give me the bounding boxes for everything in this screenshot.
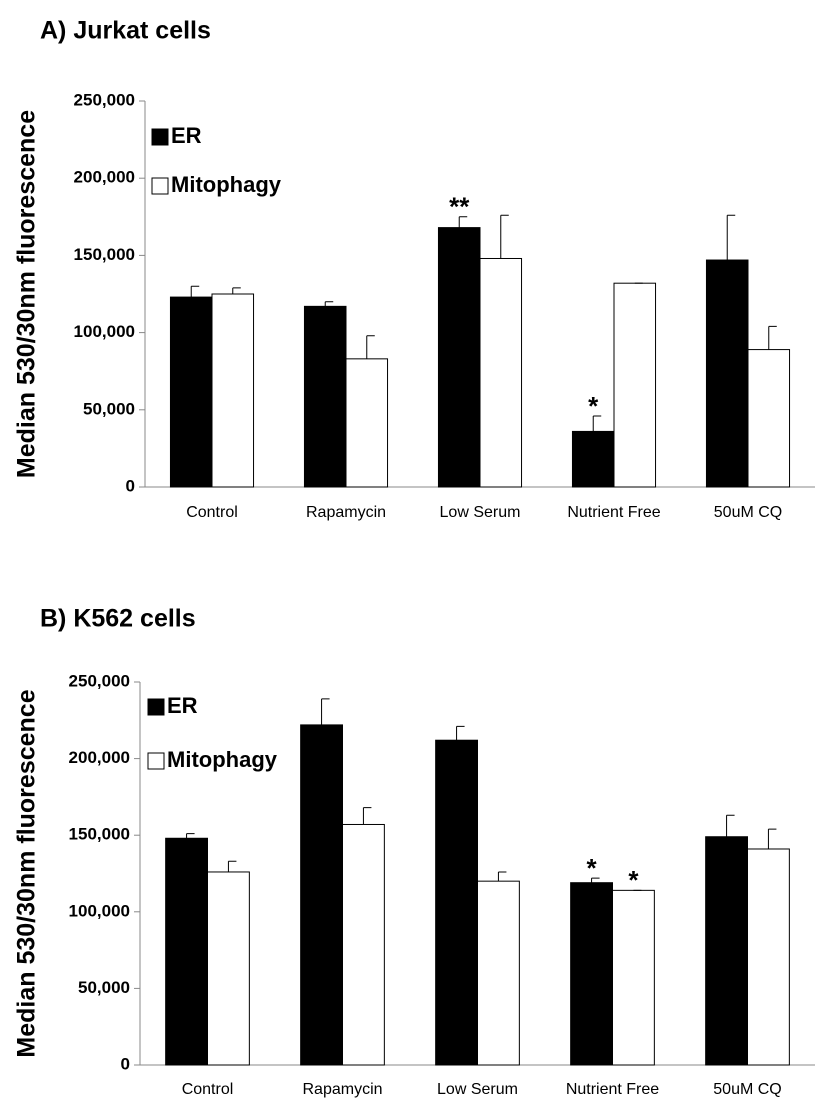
error-bar	[768, 325, 777, 350]
legend-label: ER	[171, 123, 202, 148]
y-tick-label: 250,000	[74, 90, 135, 109]
chart-title: A) Jurkat cells	[40, 17, 211, 45]
y-tick-label: 50,000	[78, 978, 130, 997]
legend-swatch	[151, 128, 169, 146]
error-bar	[767, 828, 777, 849]
bar	[207, 871, 250, 1066]
bar	[435, 739, 478, 1066]
significance: *	[587, 853, 598, 883]
error-bar	[591, 877, 600, 883]
y-tick-label: 50,000	[83, 399, 135, 418]
x-tick-label: 50uM CQ	[713, 1081, 781, 1098]
x-tick-label: 50uM CQ	[714, 504, 782, 521]
error-bar	[726, 814, 735, 837]
error-bar	[726, 214, 736, 261]
bar	[165, 837, 208, 1066]
y-tick-label: 100,000	[69, 901, 130, 920]
legend-swatch	[147, 698, 165, 716]
y-axis-label: Median 530/30nm fluorescence	[13, 110, 41, 478]
bar	[479, 257, 523, 488]
bar	[570, 882, 614, 1066]
error-bar	[324, 301, 334, 307]
y-tick-label: 0	[121, 1054, 130, 1073]
x-tick-label: Nutrient Free	[567, 504, 660, 521]
bar	[303, 305, 347, 488]
error-bar	[458, 216, 468, 228]
bar	[345, 358, 389, 488]
error-bar	[592, 415, 602, 432]
y-tick-label: 150,000	[69, 825, 130, 844]
error-bar	[190, 285, 200, 298]
y-tick-label: 100,000	[74, 322, 135, 341]
bar	[612, 889, 655, 1066]
significance: **	[449, 192, 470, 222]
legend-label: Mitophagy	[171, 172, 282, 197]
error-bar	[497, 871, 507, 882]
legend-label: Mitophagy	[167, 747, 278, 772]
x-tick-label: Rapamycin	[306, 504, 386, 521]
bar	[705, 259, 749, 488]
y-axis-label: Median 530/30nm fluorescence	[13, 689, 41, 1057]
bar	[342, 823, 385, 1066]
legend-label: ER	[167, 693, 198, 718]
x-tick-label: Control	[186, 504, 238, 521]
bar	[169, 296, 213, 488]
legend-swatch	[147, 752, 165, 770]
bar	[747, 349, 791, 488]
error-bar	[321, 698, 330, 725]
x-tick-label: Rapamycin	[302, 1081, 382, 1098]
chart-title: B) K562 cells	[40, 605, 196, 633]
error-bar	[227, 860, 237, 872]
y-tick-label: 0	[126, 476, 135, 495]
error-bar	[186, 833, 195, 839]
significance: *	[628, 865, 639, 895]
error-bar	[362, 807, 372, 825]
y-tick-label: 150,000	[74, 245, 135, 264]
bar	[300, 724, 343, 1066]
y-tick-label: 200,000	[69, 748, 130, 767]
error-bar	[366, 335, 375, 359]
bar	[705, 836, 749, 1066]
x-tick-label: Low Serum	[440, 504, 521, 521]
error-bar	[500, 214, 509, 259]
x-tick-label: Nutrient Free	[566, 1081, 659, 1098]
error-bar	[456, 725, 465, 741]
x-tick-label: Control	[182, 1081, 234, 1098]
bar	[747, 848, 790, 1066]
bar	[437, 227, 481, 488]
error-bar	[232, 287, 241, 294]
x-tick-label: Low Serum	[437, 1081, 518, 1098]
y-tick-label: 250,000	[69, 671, 130, 690]
bar	[571, 430, 615, 488]
y-tick-label: 200,000	[74, 168, 135, 187]
legend-swatch	[151, 177, 169, 195]
bar	[211, 293, 255, 488]
significance: *	[588, 391, 599, 421]
bar	[613, 282, 657, 488]
bar	[477, 880, 520, 1066]
